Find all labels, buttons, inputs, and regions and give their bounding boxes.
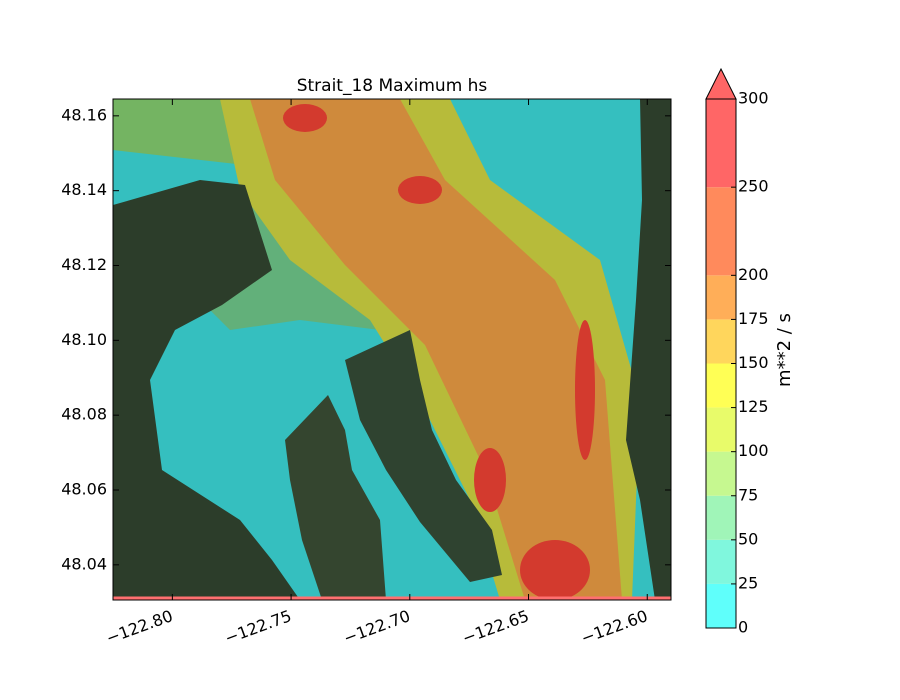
contour-region (520, 540, 590, 600)
colorbar-band (706, 495, 736, 540)
colorbar-tick-label: 100 (738, 441, 769, 460)
x-tick-label: −122.70 (341, 606, 413, 648)
colorbar-tick-label: 125 (738, 397, 769, 416)
contour-region (283, 104, 327, 132)
contour-region (575, 320, 595, 460)
contour-region (113, 99, 245, 165)
colorbar-tick-label: 50 (738, 529, 758, 548)
y-tick-label: 48.04 (61, 554, 107, 573)
colorbar-label: m**2 / s (774, 313, 795, 387)
colorbar-band (706, 407, 736, 452)
colorbar-extend (705, 67, 737, 100)
y-tick-label: 48.06 (61, 479, 107, 498)
colorbar-tick-label: 25 (738, 573, 758, 592)
y-tick-label: 48.16 (61, 105, 107, 124)
plot-frame (112, 98, 672, 601)
colorbar-band (706, 275, 736, 320)
contour-region (398, 176, 442, 204)
colorbar-band (706, 363, 736, 408)
colorbar-tick-label: 300 (738, 89, 769, 108)
y-tick-label: 48.14 (61, 180, 107, 199)
x-tick-label: −122.60 (578, 606, 650, 648)
y-tick-label: 48.12 (61, 255, 107, 274)
map-field (113, 99, 671, 600)
colorbar-tick-label: 150 (738, 353, 769, 372)
x-tick-label: −122.75 (222, 606, 294, 648)
x-tick-label: −122.65 (460, 606, 532, 648)
chart-title: Strait_18 Maximum hs (297, 76, 488, 96)
y-tick-label: 48.10 (61, 330, 107, 349)
contour-region (250, 99, 622, 600)
colorbar-band (706, 539, 736, 584)
colorbar-band (706, 583, 736, 628)
colorbar-tick-label: 0 (738, 618, 748, 637)
contour-region (474, 448, 506, 512)
y-tick-label: 48.08 (61, 405, 107, 424)
colorbar-band (706, 451, 736, 496)
colorbar-band (706, 99, 736, 188)
land (113, 180, 300, 600)
land (345, 330, 502, 582)
x-tick-label: −122.80 (104, 606, 176, 648)
colorbar-tick-label: 175 (738, 309, 769, 328)
colorbar-band (706, 319, 736, 364)
land (626, 99, 671, 600)
colorbar-tick-label: 75 (738, 485, 758, 504)
colorbar-tick-label: 200 (738, 265, 769, 284)
colorbar-tick-label: 250 (738, 177, 769, 196)
colorbar-band (706, 187, 736, 276)
land (285, 395, 386, 600)
